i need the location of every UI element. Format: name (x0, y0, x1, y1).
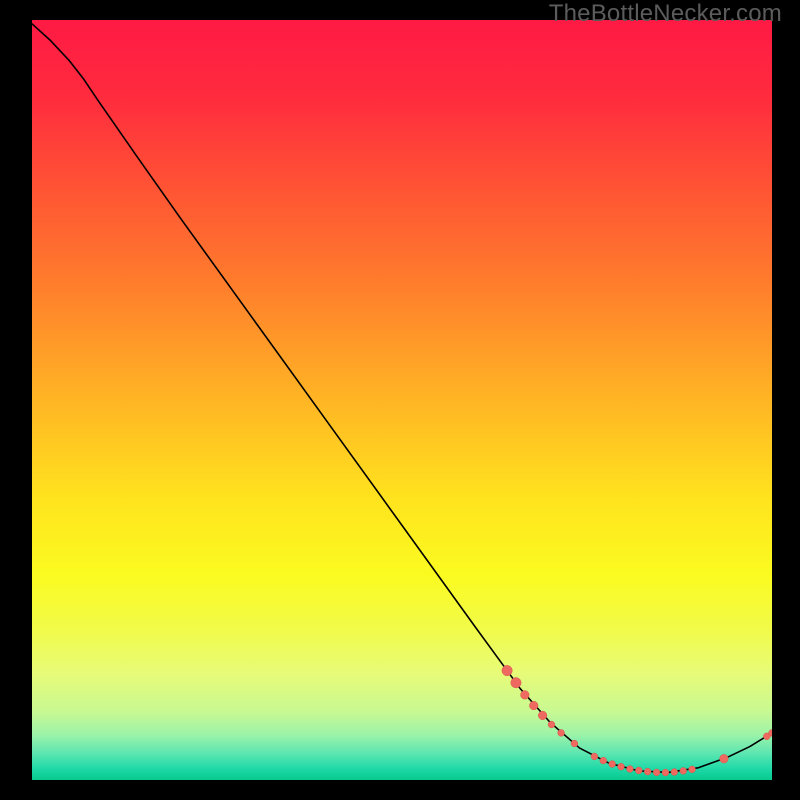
data-marker (644, 768, 651, 775)
plot-area (32, 20, 772, 780)
data-marker (653, 769, 660, 776)
data-marker (571, 740, 578, 747)
data-marker (548, 721, 555, 728)
data-marker (662, 769, 669, 776)
data-marker (558, 729, 565, 736)
data-marker (627, 766, 634, 773)
watermark-text: TheBottleNecker.com (549, 0, 782, 28)
chart-root: TheBottleNecker.com (0, 0, 800, 800)
data-marker (689, 766, 696, 773)
data-marker (720, 754, 729, 763)
data-marker (521, 691, 530, 700)
data-marker (609, 761, 616, 768)
chart-svg (32, 20, 772, 780)
data-marker (511, 678, 521, 688)
data-marker (680, 767, 687, 774)
data-marker (635, 767, 642, 774)
data-marker (538, 711, 547, 720)
data-marker (618, 763, 625, 770)
data-marker (600, 757, 607, 764)
data-marker (529, 701, 538, 710)
data-marker (502, 665, 512, 675)
gradient-background (32, 20, 772, 780)
data-marker (591, 753, 598, 760)
data-marker (671, 769, 678, 776)
